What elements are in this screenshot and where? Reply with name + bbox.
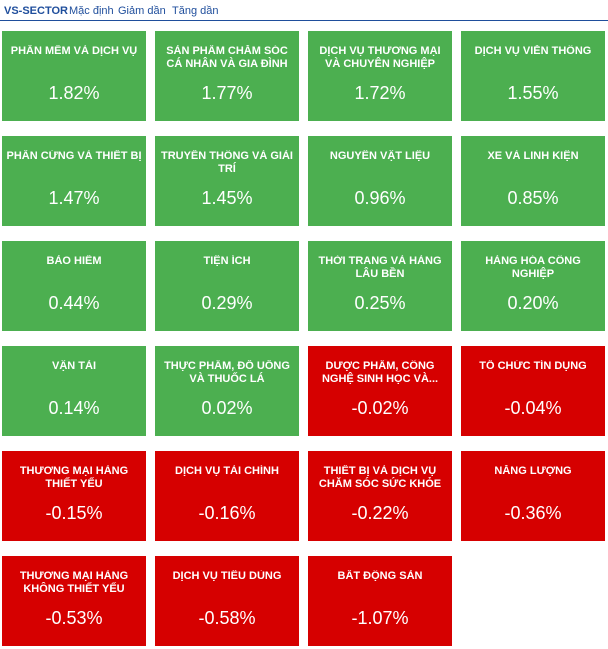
sector-name: TRUYỀN THÔNG VÀ GIẢI TRÍ <box>160 150 293 175</box>
sector-tile[interactable]: BẤT ĐỘNG SẢN -1.07% <box>308 556 452 646</box>
sector-name: DƯỢC PHẨM, CÔNG NGHỆ SINH HỌC VÀ... <box>321 360 439 385</box>
sector-name: DỊCH VỤ TIÊU DÙNG <box>172 570 282 582</box>
sector-name: DỊCH VỤ VIỄN THÔNG <box>474 45 592 57</box>
sector-name: DỊCH VỤ TÀI CHÍNH <box>175 465 279 477</box>
sort-descending-tab[interactable]: Giảm dần <box>118 5 166 17</box>
sector-change: 0.29% <box>201 293 253 313</box>
sector-name: PHẦN CỨNG VÀ THIẾT BỊ <box>6 150 142 162</box>
sector-change: 1.72% <box>354 83 406 103</box>
sector-tile[interactable]: SẢN PHẨM CHĂM SÓC CÁ NHÂN VÀ GIA ĐÌNH 1.7… <box>155 31 299 121</box>
header-bar: VS-SECTOR Mặc định Giảm dần Tăng dần <box>0 0 608 21</box>
sector-tile[interactable]: TRUYỀN THÔNG VÀ GIẢI TRÍ 1.45% <box>155 136 299 226</box>
sector-tile[interactable]: THIẾT BỊ VÀ DỊCH VỤ CHĂM SÓC SỨC KHỎE -0.… <box>308 451 452 541</box>
sort-default-tab[interactable]: Mặc định <box>69 5 114 17</box>
sector-change: 0.85% <box>507 188 559 208</box>
sector-change: -0.53% <box>45 608 103 628</box>
sector-change: 0.44% <box>48 293 100 313</box>
sector-change: 1.55% <box>507 83 559 103</box>
sector-name: NĂNG LƯỢNG <box>494 465 572 477</box>
sector-name: TIỆN ÍCH <box>203 255 251 267</box>
sector-name: DỊCH VỤ THƯƠNG MẠI VÀ CHUYÊN NGHIỆP <box>319 45 441 70</box>
sector-name: THƯƠNG MẠI HÀNG KHÔNG THIẾT YẾU <box>19 570 129 595</box>
sector-tile[interactable]: DỊCH VỤ TÀI CHÍNH -0.16% <box>155 451 299 541</box>
sector-change: 0.02% <box>201 398 253 418</box>
sector-change: 1.45% <box>201 188 253 208</box>
sort-ascending-tab[interactable]: Tăng dần <box>172 5 219 17</box>
sector-tile[interactable]: TIỆN ÍCH 0.29% <box>155 241 299 331</box>
sector-tile[interactable]: THỜI TRANG VÀ HÀNG LÂU BỀN 0.25% <box>308 241 452 331</box>
sector-tile[interactable]: PHẦN CỨNG VÀ THIẾT BỊ 1.47% <box>2 136 146 226</box>
sector-tile[interactable]: THỰC PHẨM, ĐỒ UỐNG VÀ THUỐC LÁ 0.02% <box>155 346 299 436</box>
sector-name: HÀNG HÓA CÔNG NGHIỆP <box>485 255 581 280</box>
sector-name: NGUYÊN VẬT LIỆU <box>329 150 431 162</box>
sector-tile[interactable]: DỊCH VỤ VIỄN THÔNG 1.55% <box>461 31 605 121</box>
sector-name: TỔ CHỨC TÍN DỤNG <box>479 360 587 372</box>
sector-change: -0.16% <box>198 503 256 523</box>
sector-name: PHẦN MỀM VÀ DỊCH VỤ <box>10 45 138 57</box>
sector-change: 1.47% <box>48 188 100 208</box>
sector-name: THỜI TRANG VÀ HÀNG LÂU BỀN <box>318 255 442 280</box>
sector-tile[interactable]: NĂNG LƯỢNG -0.36% <box>461 451 605 541</box>
sector-change: -0.02% <box>351 398 409 418</box>
sector-change: -0.58% <box>198 608 256 628</box>
sector-change: -1.07% <box>351 608 409 628</box>
sector-change: -0.04% <box>504 398 562 418</box>
sector-tile[interactable]: PHẦN MỀM VÀ DỊCH VỤ 1.82% <box>2 31 146 121</box>
sector-tile[interactable]: XE VÀ LINH KIỆN 0.85% <box>461 136 605 226</box>
sector-name: BẤT ĐỘNG SẢN <box>337 570 423 582</box>
sector-tile[interactable]: THƯƠNG MẠI HÀNG KHÔNG THIẾT YẾU -0.53% <box>2 556 146 646</box>
sector-tile[interactable]: NGUYÊN VẬT LIỆU 0.96% <box>308 136 452 226</box>
sector-tile[interactable]: DỊCH VỤ THƯƠNG MẠI VÀ CHUYÊN NGHIỆP 1.72% <box>308 31 452 121</box>
sector-tile[interactable]: DỊCH VỤ TIÊU DÙNG -0.58% <box>155 556 299 646</box>
sector-name: SẢN PHẨM CHĂM SÓC CÁ NHÂN VÀ GIA ĐÌNH <box>166 45 288 70</box>
sector-change: -0.15% <box>45 503 103 523</box>
sector-tile[interactable]: TỔ CHỨC TÍN DỤNG -0.04% <box>461 346 605 436</box>
sector-change: 1.77% <box>201 83 253 103</box>
sector-change: -0.36% <box>504 503 562 523</box>
sector-change: 0.96% <box>354 188 406 208</box>
sector-name: THƯƠNG MẠI HÀNG THIẾT YẾU <box>19 465 129 490</box>
sector-name: XE VÀ LINH KIỆN <box>487 150 579 162</box>
sector-name: THỰC PHẨM, ĐỒ UỐNG VÀ THUỐC LÁ <box>164 360 290 385</box>
sector-change: 0.14% <box>48 398 100 418</box>
sector-change: 0.25% <box>354 293 406 313</box>
sector-name: THIẾT BỊ VÀ DỊCH VỤ CHĂM SÓC SỨC KHỎE <box>318 465 442 490</box>
sector-tile[interactable]: VẬN TẢI 0.14% <box>2 346 146 436</box>
sector-name: BẢO HIỂM <box>46 255 102 267</box>
sector-tile[interactable]: BẢO HIỂM 0.44% <box>2 241 146 331</box>
sector-tile[interactable]: DƯỢC PHẨM, CÔNG NGHỆ SINH HỌC VÀ... -0.02… <box>308 346 452 436</box>
sector-change: 0.20% <box>507 293 559 313</box>
sector-change: -0.22% <box>351 503 409 523</box>
sector-name: VẬN TẢI <box>52 360 96 372</box>
sector-change: 1.82% <box>48 83 100 103</box>
app-title: VS-SECTOR <box>4 5 68 17</box>
sector-tile[interactable]: HÀNG HÓA CÔNG NGHIỆP 0.20% <box>461 241 605 331</box>
sector-tile[interactable]: THƯƠNG MẠI HÀNG THIẾT YẾU -0.15% <box>2 451 146 541</box>
